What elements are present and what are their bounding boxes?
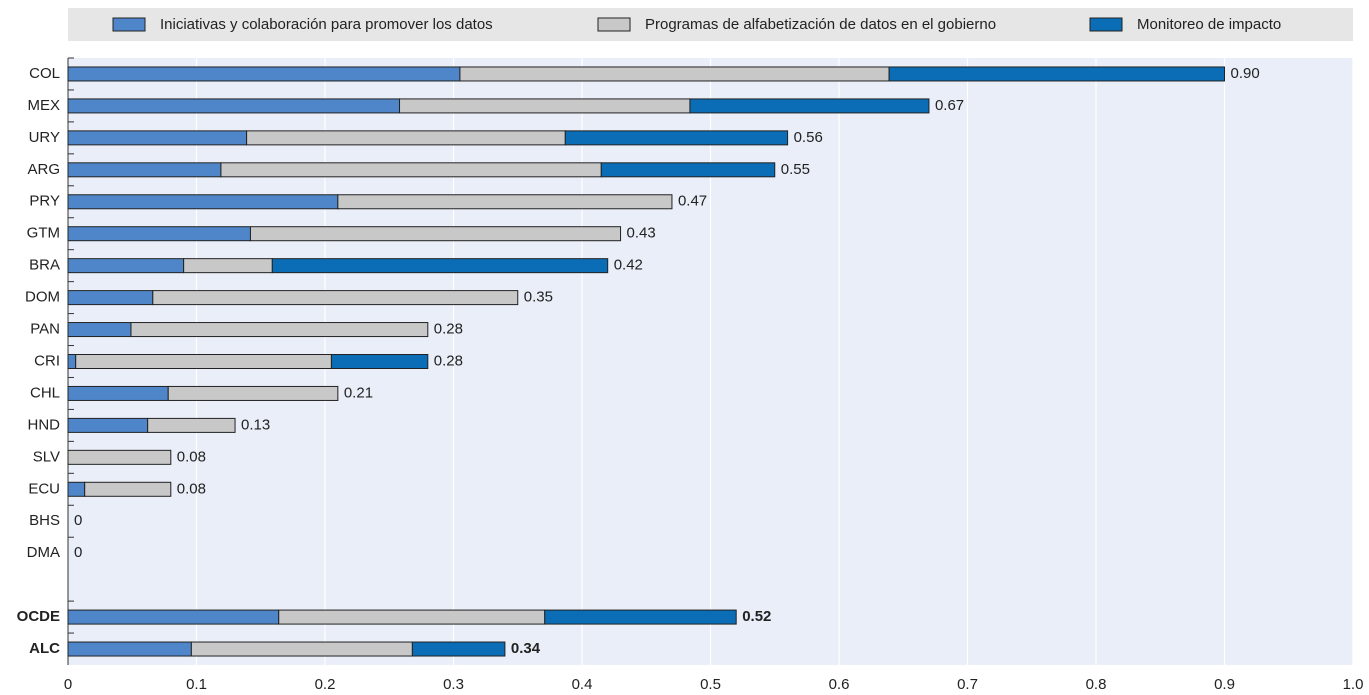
y-tick-label: CRI: [34, 352, 60, 369]
total-label: 0.08: [177, 448, 206, 465]
y-tick-label: GTM: [27, 225, 60, 242]
bar-segment: [190, 641, 413, 657]
y-tick-label: BHS: [29, 512, 60, 529]
bar-segment: [411, 641, 506, 657]
x-tick-label: 0.2: [315, 676, 336, 693]
x-tick-label: 0: [64, 676, 72, 693]
bar-segment: [183, 258, 273, 274]
bar-segment: [147, 417, 236, 433]
bar-segment: [67, 130, 248, 146]
bar-segment: [888, 66, 1225, 82]
bar-segment: [278, 609, 546, 625]
total-label: 0.56: [794, 129, 823, 146]
total-label: 0.42: [614, 257, 643, 274]
total-label: 0.67: [935, 97, 964, 114]
y-tick-label: ECU: [28, 480, 60, 497]
bar-segment: [130, 322, 429, 338]
y-tick-label: MEX: [27, 97, 60, 114]
bar-segment: [67, 609, 280, 625]
bar-segment: [220, 162, 602, 178]
bar-segment: [330, 354, 429, 369]
y-tick-label: PAN: [30, 321, 60, 338]
bar-segment: [67, 290, 154, 306]
total-label: 0.13: [241, 416, 270, 433]
marks: 0.90 0.67 0.56 0.55 0.47 0.43 0.42 0.35 0.28 0.28…: [67, 65, 1260, 657]
y-tick-label: COL: [29, 65, 60, 82]
bar-segment: [67, 226, 251, 242]
total-label: 0.28: [434, 321, 463, 338]
bar-segment: [67, 641, 192, 657]
y-tick-label: CHL: [30, 384, 60, 401]
bar-segment: [67, 417, 149, 433]
total-label: 0.47: [678, 193, 707, 210]
bar-segment: [67, 322, 132, 338]
bar-segment: [600, 162, 776, 178]
bar-segment: [67, 98, 401, 114]
y-tick-label: DOM: [25, 289, 60, 306]
y-tick-label: HND: [28, 416, 61, 433]
total-label: 0.35: [524, 289, 553, 306]
bar-segment: [167, 385, 339, 401]
x-tick-label: 0.5: [700, 676, 721, 693]
bar-segment: [564, 130, 789, 146]
bar-segment: [84, 481, 172, 497]
bar-segment: [399, 98, 691, 114]
total-label: 0.52: [742, 608, 771, 625]
total-label: 0.08: [177, 480, 206, 497]
bar-segment: [67, 258, 185, 274]
bar-segment: [67, 194, 339, 210]
bar-segment: [75, 354, 332, 369]
legend-label: Iniciativas y colaboración para promover…: [160, 16, 493, 33]
y-tick-label: BRA: [29, 257, 60, 274]
bar-segment: [67, 162, 222, 178]
bar-segment: [246, 130, 566, 146]
bar-segment: [459, 66, 890, 82]
legend-swatch: [1089, 17, 1123, 32]
total-label: 0: [74, 512, 82, 529]
y-tick-label: URY: [29, 129, 60, 146]
bar-segment: [152, 290, 519, 306]
total-label: 0.55: [781, 161, 810, 178]
total-label: 0.28: [434, 352, 463, 369]
bar-segment: [544, 609, 737, 625]
bar-segment: [249, 226, 622, 242]
bar-segment: [67, 449, 172, 465]
legend-swatch: [597, 17, 631, 32]
total-label: 0.43: [627, 225, 656, 242]
legend-label: Monitoreo de impacto: [1137, 16, 1281, 33]
y-tick-label: OCDE: [17, 608, 60, 625]
x-tick-label: 0.1: [186, 676, 207, 693]
x-tick-label: 0.7: [957, 676, 978, 693]
x-tick-label: 0.4: [572, 676, 593, 693]
total-label: 0.90: [1231, 65, 1260, 82]
legend-swatch: [112, 17, 146, 32]
x-tick-label: 0.3: [443, 676, 464, 693]
x-tick-label: 0.8: [1086, 676, 1107, 693]
x-tick-label: 0.9: [1214, 676, 1235, 693]
bar-segment: [67, 481, 86, 497]
bar-segment: [67, 66, 461, 82]
y-tick-label: PRY: [29, 193, 60, 210]
bar-segment: [67, 385, 169, 401]
x-tick-label: 0.6: [829, 676, 850, 693]
bar-segment: [271, 258, 609, 274]
y-tick-label: DMA: [27, 544, 60, 561]
y-tick-label: ARG: [27, 161, 60, 178]
total-label: 0.21: [344, 384, 373, 401]
bar-segment: [689, 98, 930, 114]
total-label: 0.34: [511, 640, 541, 657]
legend-background: [68, 8, 1353, 41]
y-tick-label: ALC: [29, 640, 60, 657]
legend-label: Programas de alfabetización de datos en …: [645, 16, 996, 33]
total-label: 0: [74, 544, 82, 561]
bar-segment: [67, 354, 77, 369]
y-tick-label: SLV: [33, 448, 60, 465]
bar-segment: [337, 194, 673, 210]
x-tick-label: 1.0: [1343, 676, 1364, 693]
